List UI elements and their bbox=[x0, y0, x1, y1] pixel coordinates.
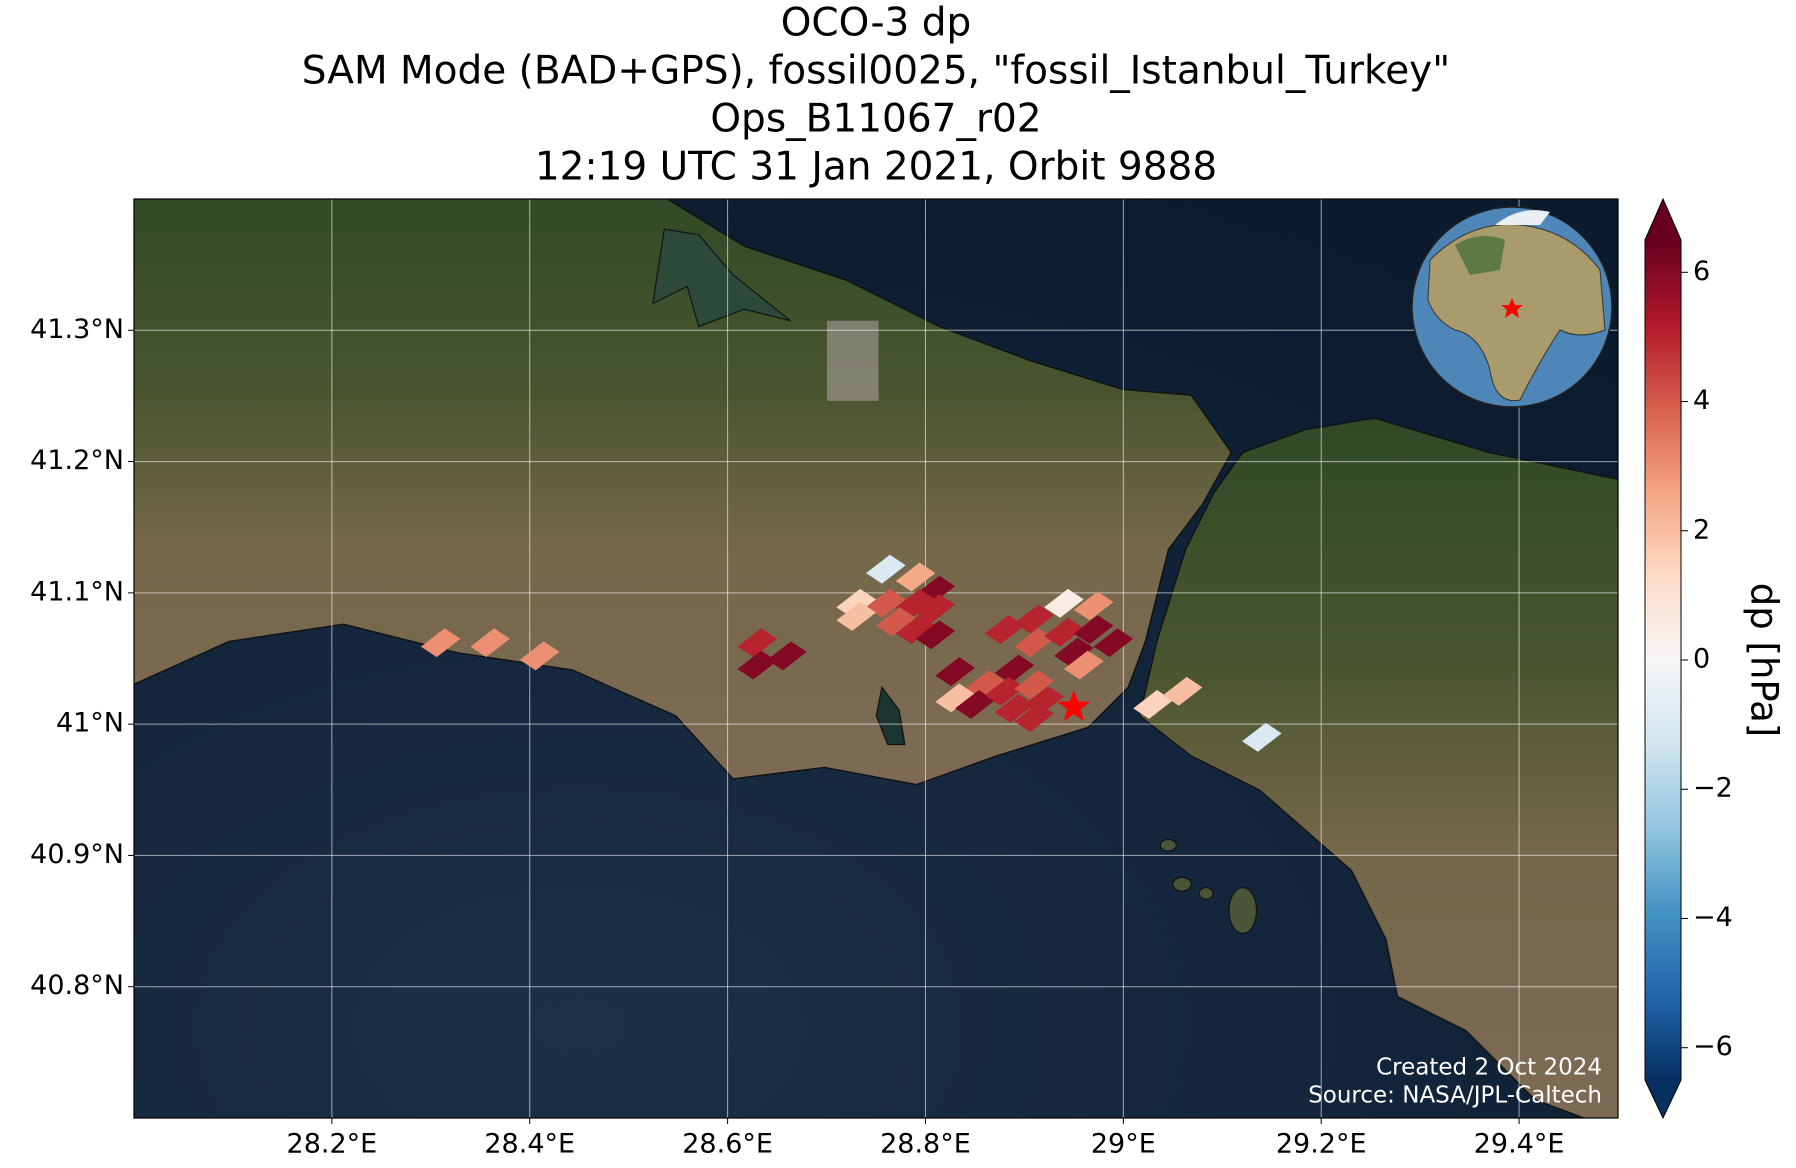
x-tick-label: 29.2°E bbox=[1276, 1129, 1367, 1160]
y-tick-label: 41.3°N bbox=[30, 314, 124, 345]
x-tick-label: 28.6°E bbox=[682, 1129, 773, 1160]
y-tick-label: 41.2°N bbox=[30, 445, 124, 476]
footprint bbox=[876, 607, 916, 637]
footprint bbox=[1014, 604, 1055, 634]
footprint bbox=[519, 641, 560, 671]
colorbar-tick-label: 6 bbox=[1693, 256, 1710, 287]
y-tick-label: 41.1°N bbox=[30, 576, 124, 607]
footprint bbox=[1014, 670, 1055, 700]
footprint bbox=[836, 602, 876, 631]
footprint bbox=[1014, 628, 1055, 658]
colorbar-tick-label: −4 bbox=[1693, 902, 1733, 933]
chart-title: OCO-3 dp bbox=[781, 1, 972, 46]
x-tick-label: 28.8°E bbox=[880, 1129, 971, 1160]
y-tick-label: 40.9°N bbox=[30, 839, 124, 870]
footprint bbox=[737, 650, 778, 680]
colorbar-outline bbox=[1644, 197, 1682, 1120]
colorbar-extend-bottom bbox=[1645, 1080, 1681, 1118]
globe-ice bbox=[1495, 210, 1550, 225]
x-tick-label: 28.4°E bbox=[484, 1129, 575, 1160]
footprint bbox=[836, 588, 876, 618]
lake bbox=[652, 228, 791, 328]
footprint bbox=[965, 670, 1005, 700]
footprint bbox=[1054, 637, 1094, 667]
lake bbox=[875, 685, 906, 746]
y-tick-label: 40.8°N bbox=[30, 970, 124, 1001]
colorbar-tick-label: −2 bbox=[1693, 773, 1733, 804]
basemap bbox=[134, 199, 1618, 1118]
footprint bbox=[935, 683, 975, 713]
map-frame bbox=[133, 198, 1619, 1119]
footprint bbox=[915, 620, 956, 650]
footprint bbox=[866, 588, 906, 618]
x-tick-label: 28.2°E bbox=[287, 1129, 378, 1160]
footprint bbox=[1133, 690, 1173, 719]
colorbar-tick-label: 0 bbox=[1693, 644, 1710, 675]
footprint bbox=[1063, 650, 1104, 680]
footprint bbox=[420, 628, 461, 658]
footprint bbox=[984, 676, 1025, 706]
footprint bbox=[1162, 676, 1203, 706]
footprint bbox=[895, 588, 936, 618]
footprint bbox=[1014, 703, 1055, 733]
colorbar-tick-label: −6 bbox=[1693, 1031, 1733, 1062]
inset-globe bbox=[1411, 206, 1613, 408]
footprint bbox=[895, 562, 936, 592]
chart-title: SAM Mode (BAD+GPS), fossil0025, "fossil_… bbox=[302, 49, 1450, 94]
island bbox=[1172, 876, 1192, 892]
chart-title: 12:19 UTC 31 Jan 2021, Orbit 9888 bbox=[535, 145, 1217, 190]
footprint bbox=[955, 690, 995, 719]
footprint bbox=[1073, 615, 1114, 645]
credit: Created 2 Oct 2024 bbox=[1376, 1055, 1602, 1081]
x-tick-label: 29.4°E bbox=[1474, 1129, 1565, 1160]
colorbar bbox=[1645, 240, 1681, 1080]
chart-title: Ops_B11067_r02 bbox=[710, 97, 1041, 142]
footprint bbox=[470, 628, 510, 658]
colorbar-tick-label: 2 bbox=[1693, 514, 1710, 545]
colorbar-label: dp [hPa] bbox=[1743, 583, 1786, 737]
footprint bbox=[895, 615, 936, 645]
footprint bbox=[767, 641, 807, 671]
x-tick-label: 29°E bbox=[1091, 1129, 1156, 1160]
footprint bbox=[915, 594, 956, 624]
land-europe bbox=[134, 199, 1233, 786]
footprint bbox=[935, 657, 975, 687]
footprint bbox=[994, 693, 1035, 723]
footprint bbox=[1242, 722, 1282, 752]
footprint bbox=[737, 628, 778, 658]
globe-marker bbox=[1501, 298, 1523, 318]
target-marker bbox=[1057, 690, 1091, 721]
footprint bbox=[1044, 588, 1084, 618]
island bbox=[1159, 839, 1177, 852]
island bbox=[1228, 887, 1258, 935]
airport bbox=[826, 320, 879, 401]
footprint bbox=[1044, 617, 1084, 647]
globe-land bbox=[1455, 236, 1505, 275]
credit: Source: NASA/JPL-Caltech bbox=[1308, 1083, 1602, 1109]
footprint bbox=[1093, 628, 1134, 658]
colorbar-extend-top bbox=[1645, 199, 1681, 240]
y-tick-label: 41°N bbox=[56, 708, 124, 739]
footprint bbox=[1073, 591, 1114, 621]
colorbar-tick-label: 4 bbox=[1693, 385, 1710, 416]
island bbox=[1198, 887, 1214, 900]
footprint bbox=[866, 554, 906, 584]
footprint bbox=[994, 654, 1035, 684]
footprint bbox=[984, 615, 1025, 645]
